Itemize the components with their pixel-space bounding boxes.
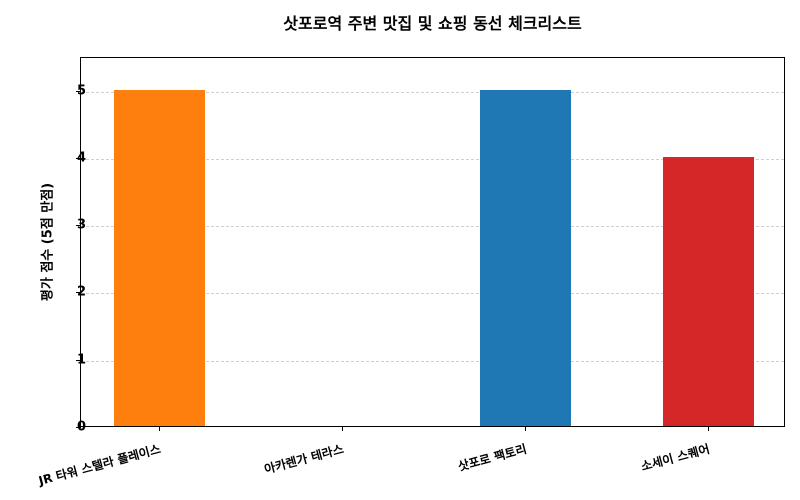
- x-tick-label: 아카렌가 테라스: [262, 441, 346, 477]
- x-tick: [159, 426, 160, 431]
- y-tick-label: 1: [76, 352, 86, 368]
- gridline: [81, 158, 784, 160]
- gridline: [81, 91, 784, 93]
- y-tick: [76, 427, 81, 428]
- x-tick: [525, 426, 526, 431]
- bar: [662, 156, 754, 426]
- y-tick-label: 5: [76, 83, 86, 99]
- y-tick: [76, 157, 81, 159]
- x-tick-label: 소세이 스퀘어: [639, 441, 712, 474]
- y-tick-label: 3: [76, 217, 86, 233]
- y-tick: [76, 359, 81, 361]
- chart-title: 삿포로역 주변 맛집 및 쇼핑 동선 체크리스트: [283, 14, 582, 33]
- y-tick-label: 2: [76, 284, 86, 300]
- bar: [113, 89, 205, 426]
- x-tick-label: 삿포로 팩토리: [456, 441, 529, 474]
- x-tick: [708, 426, 709, 431]
- gridline: [81, 293, 784, 295]
- bar: [479, 89, 571, 426]
- y-tick-label: 4: [76, 150, 86, 166]
- y-tick: [76, 90, 81, 92]
- y-tick: [76, 225, 81, 227]
- y-tick-label: 0: [76, 419, 86, 435]
- gridline: [81, 360, 784, 362]
- gridline: [81, 226, 784, 228]
- x-tick: [342, 426, 343, 431]
- x-tick-label: JR 타워 스텔라 플레이스: [37, 441, 163, 488]
- y-tick: [76, 292, 81, 294]
- plot-area: [76, 57, 785, 431]
- y-axis-label: 평가 점수 (5점 만점): [40, 182, 56, 302]
